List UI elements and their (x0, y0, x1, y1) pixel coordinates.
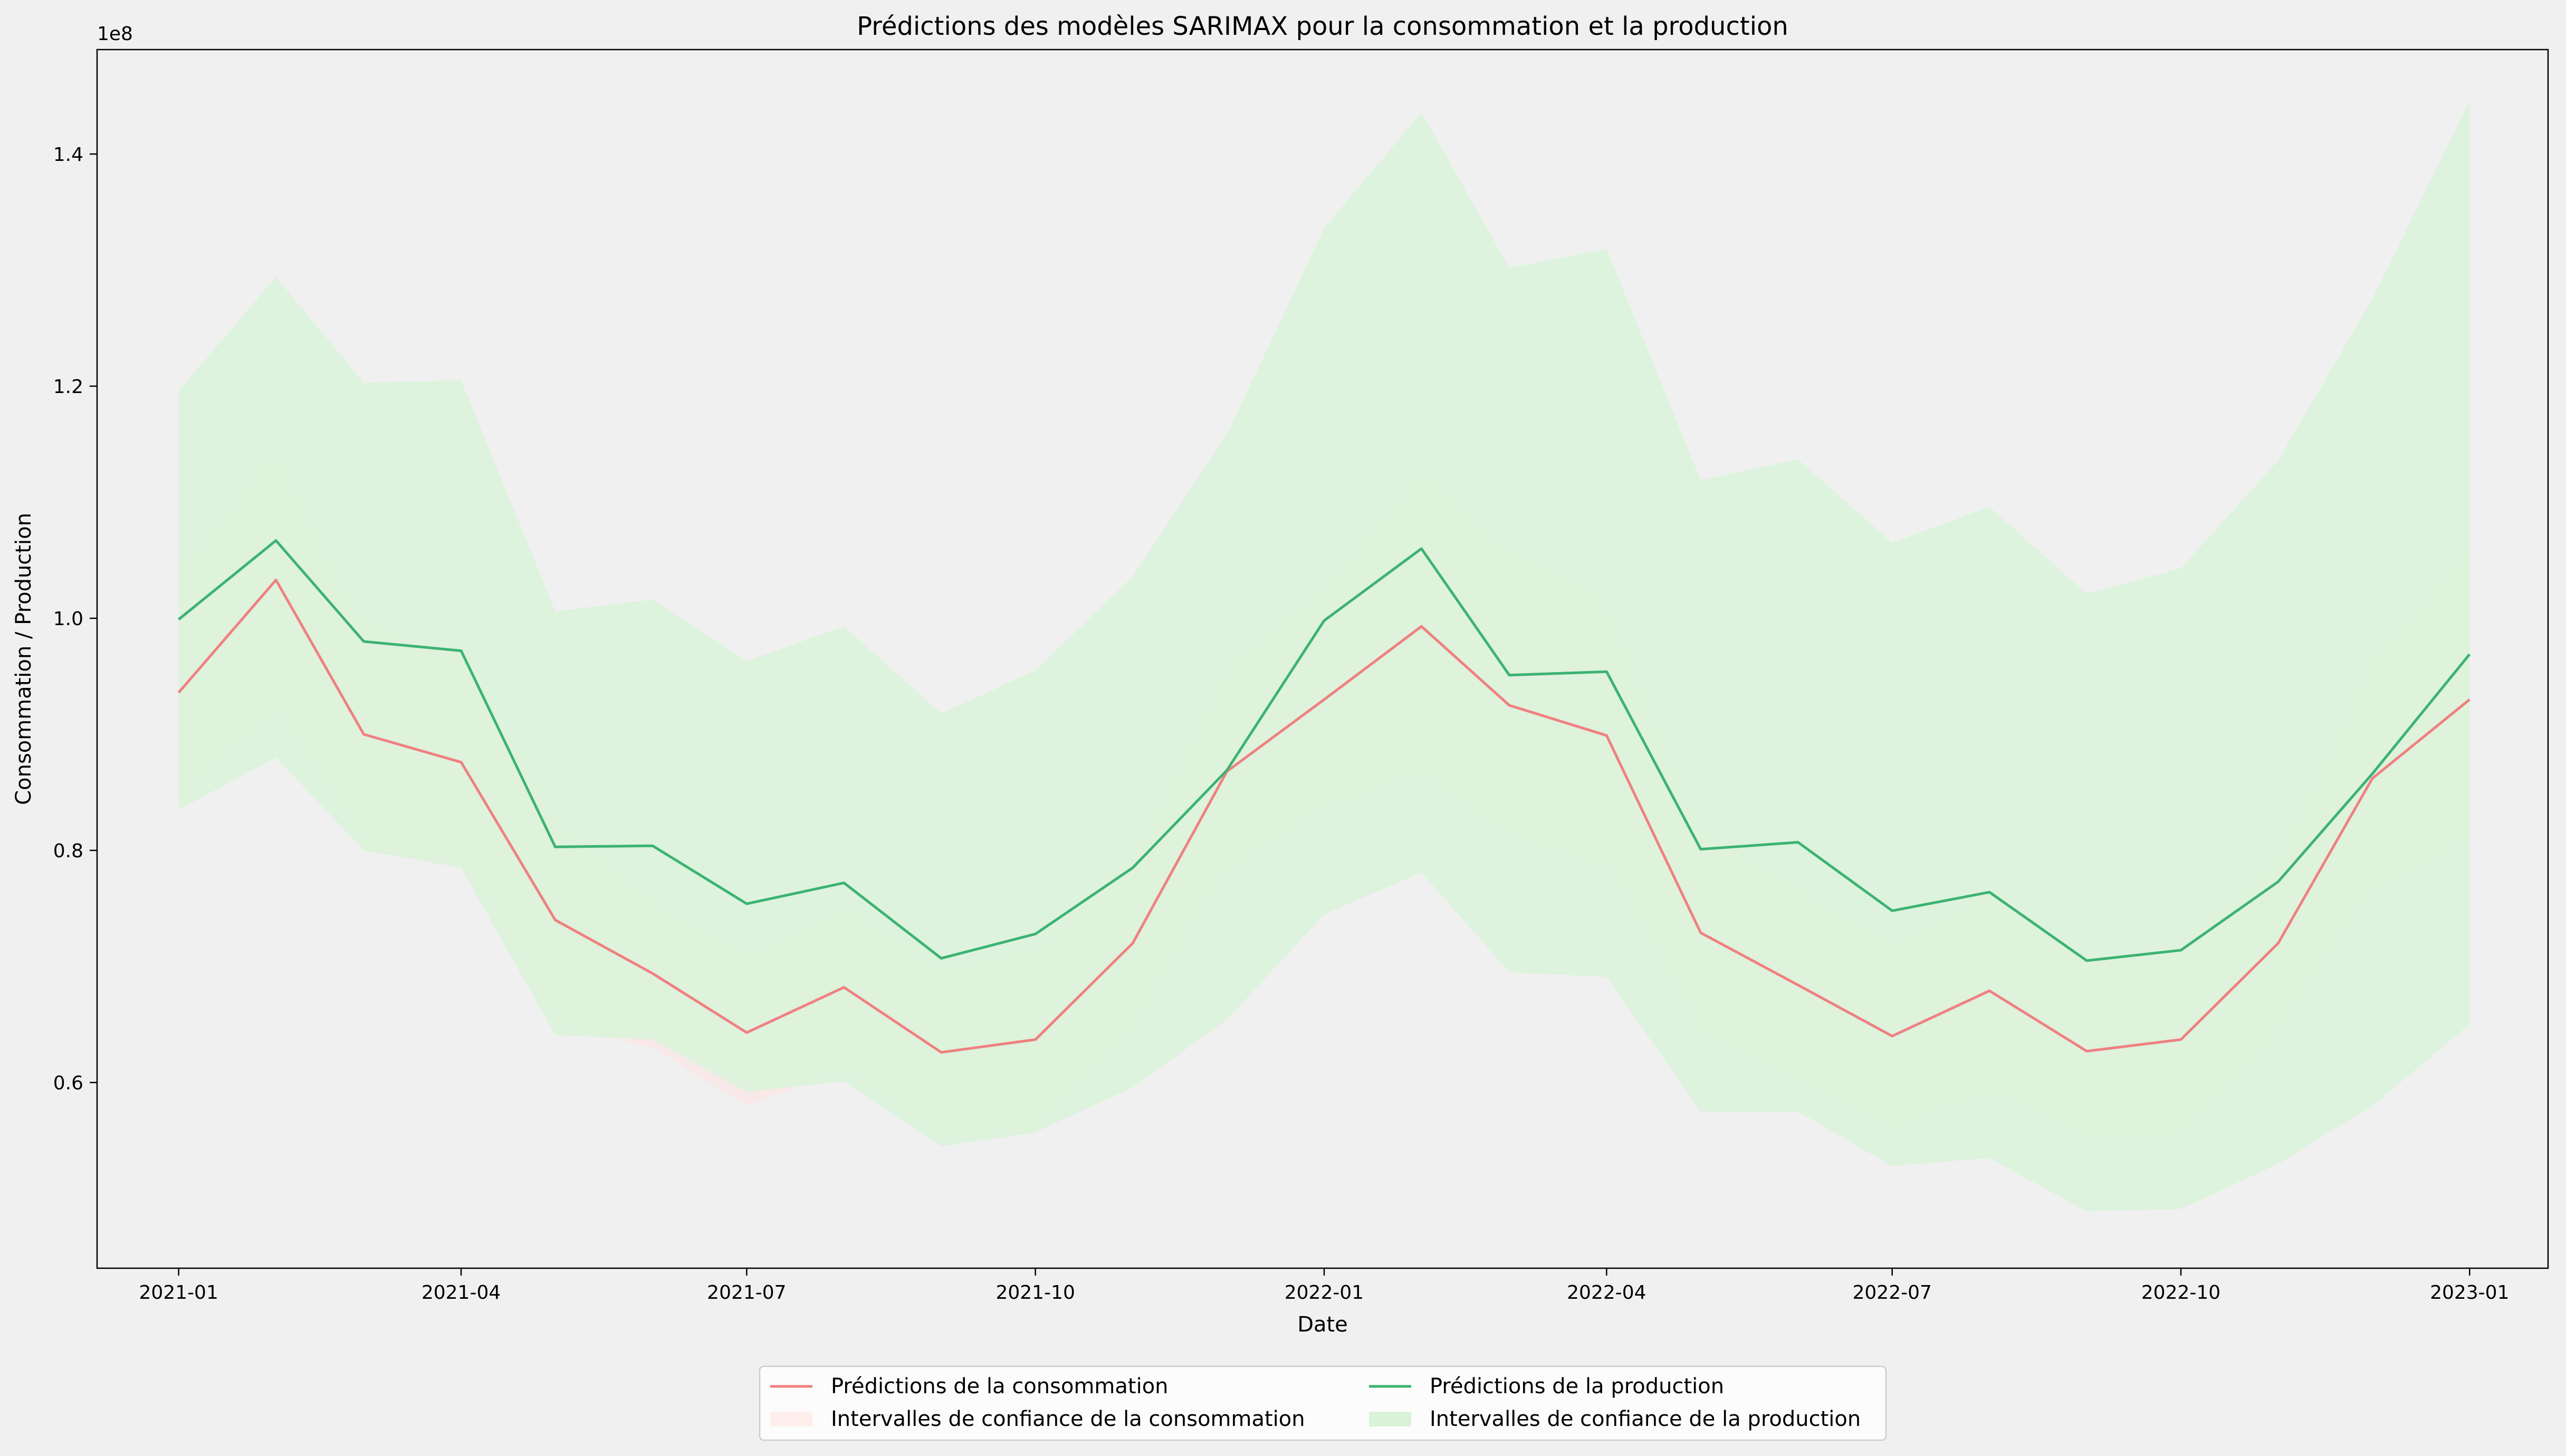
legend-frame (759, 1365, 1887, 1441)
x-tick-label: 2021-04 (422, 1282, 501, 1304)
x-tick-label: 2021-10 (995, 1282, 1075, 1304)
plot-area (96, 49, 2549, 1269)
x-tick-label: 2023-01 (2430, 1282, 2509, 1304)
line-production (178, 539, 2471, 962)
legend-swatch-consumption-band (770, 1412, 812, 1426)
legend-label-production-band: Intervalles de confiance de la productio… (1430, 1407, 1861, 1431)
x-tick-label: 2022-04 (1567, 1282, 1646, 1304)
x-tick-label: 2022-07 (1852, 1282, 1931, 1304)
y-tick-label: 0.6 (53, 1072, 83, 1094)
line-consumption (177, 578, 2471, 1054)
y-tick-label: 1.2 (53, 376, 83, 398)
legend-label-consumption-line: Prédictions de la consommation (831, 1374, 1169, 1398)
chart-title: Prédictions des modèles SARIMAX pour la … (857, 12, 1788, 41)
legend: Prédictions de la consommation Intervall… (759, 1365, 1887, 1441)
legend-label-consumption-band: Intervalles de confiance de la consommat… (831, 1407, 1305, 1431)
band-production (178, 100, 2470, 1212)
legend-label-production-line: Prédictions de la production (1430, 1374, 1724, 1398)
confidence-bands (178, 100, 2470, 1212)
y-axis: 0.6 0.8 1.0 1.2 1.4 (53, 144, 97, 1094)
y-tick-label: 0.8 (53, 840, 83, 862)
prediction-lines (177, 539, 2471, 1054)
y-tick-label: 1.4 (53, 144, 83, 166)
x-axis-label: Date (1297, 1313, 1348, 1337)
y-axis-multiplier: 1e8 (97, 23, 133, 45)
plot-frame (96, 49, 2549, 1269)
x-tick-label: 2022-01 (1285, 1282, 1364, 1304)
x-tick-label: 2021-01 (139, 1282, 218, 1304)
x-tick-label: 2022-10 (2141, 1282, 2220, 1304)
x-axis: 2021-01 2021-04 2021-07 2021-10 2022-01 2022-… (139, 1268, 2509, 1304)
legend-swatch-production-band (1369, 1412, 1411, 1426)
y-tick-label: 1.0 (53, 608, 83, 630)
x-tick-label: 2021-07 (707, 1282, 786, 1304)
y-axis-label: Consommation / Production (12, 513, 36, 805)
